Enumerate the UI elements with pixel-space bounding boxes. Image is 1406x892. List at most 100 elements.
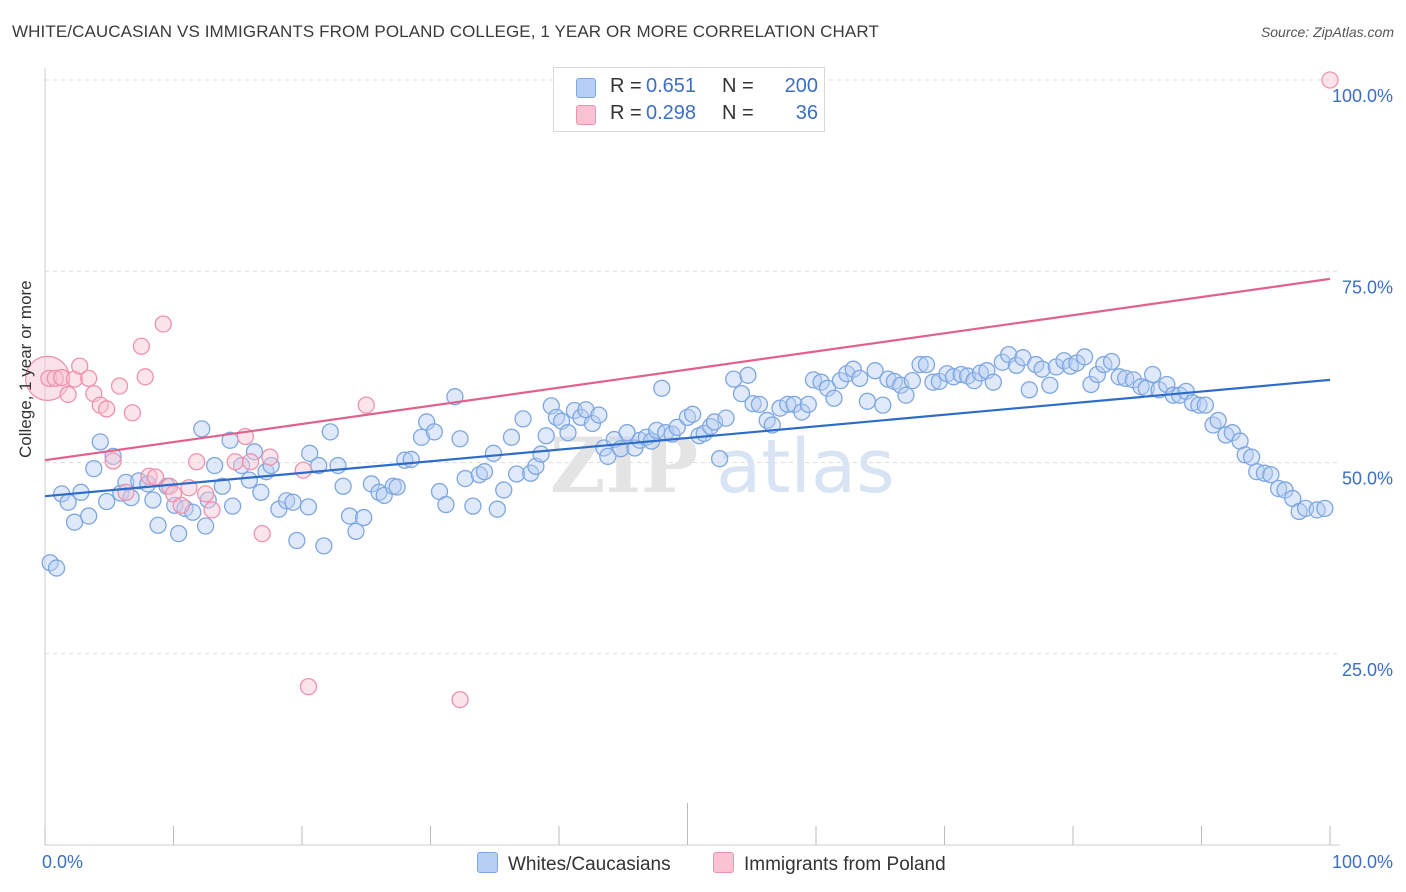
point-whites: [425, 423, 444, 441]
point-poland: [110, 377, 129, 395]
point-whites: [739, 366, 757, 384]
point-whites: [117, 473, 135, 492]
point-whites: [193, 420, 211, 438]
point-poland: [187, 453, 206, 471]
point-whites: [98, 492, 116, 511]
point-whites: [213, 477, 231, 495]
point-whites: [812, 373, 830, 391]
point-whites: [750, 395, 769, 414]
point-whites: [321, 423, 339, 441]
point-whites: [196, 517, 215, 535]
point-whites: [851, 369, 869, 388]
point-whites: [1033, 360, 1051, 378]
legend-stats: R = 0.651 N = 200 R = 0.298 N = 36: [553, 67, 825, 132]
point-whites: [758, 411, 776, 430]
point-poland: [172, 496, 190, 514]
y-tick-label: 50.0%: [1342, 469, 1393, 489]
y-tick-label: 25.0%: [1342, 660, 1393, 680]
point-whites: [334, 477, 352, 495]
point-whites: [456, 469, 474, 488]
point-poland: [146, 468, 165, 486]
point-whites: [488, 500, 506, 518]
point-whites: [858, 392, 877, 410]
chart-title: WHITE/CAUCASIAN VS IMMIGRANTS FROM POLAN…: [12, 22, 879, 41]
point-poland: [65, 370, 84, 388]
point-whites: [315, 537, 333, 555]
point-whites: [678, 408, 697, 427]
point-whites: [1110, 368, 1128, 386]
point-whites: [653, 379, 671, 397]
point-whites: [779, 395, 797, 414]
point-whites: [149, 516, 167, 534]
point-whites: [104, 447, 122, 466]
legend-n-value-poland: 36: [795, 102, 818, 124]
point-whites: [1144, 365, 1162, 384]
point-whites: [897, 386, 915, 404]
point-whites: [903, 371, 922, 390]
point-whites: [1082, 375, 1100, 394]
point-whites: [301, 444, 319, 462]
point-poland: [98, 400, 116, 418]
point-whites: [205, 456, 224, 475]
point-whites: [1269, 479, 1288, 498]
point-whites: [355, 508, 373, 527]
point-whites: [866, 362, 884, 380]
point-poland: [154, 315, 172, 333]
point-whites: [818, 379, 837, 397]
point-whites: [537, 427, 555, 445]
point-whites: [590, 406, 608, 424]
legend-r-label: R =: [610, 102, 642, 124]
point-whites: [284, 493, 302, 511]
point-poland: [451, 691, 469, 709]
point-whites: [532, 445, 550, 463]
point-whites: [402, 450, 420, 469]
point-poland: [140, 467, 158, 485]
point-poland: [196, 485, 215, 503]
legend-label-whites: Whites/Caucasians: [508, 854, 671, 875]
point-poland: [132, 337, 151, 355]
point-whites: [310, 456, 328, 475]
point-whites: [911, 355, 929, 374]
point-whites: [252, 483, 270, 501]
point-poland: [261, 448, 279, 466]
y-axis-label: College, 1 year or more: [16, 280, 35, 458]
point-whites: [1158, 375, 1176, 394]
point-whites: [1255, 464, 1274, 482]
point-poland: [136, 368, 154, 386]
point-whites: [412, 428, 431, 446]
point-whites: [618, 424, 636, 442]
point-whites: [1316, 499, 1334, 518]
x-tick-label: 100.0%: [1332, 852, 1393, 872]
point-whites: [683, 405, 702, 423]
point-poland: [71, 357, 89, 375]
legend-item-whites[interactable]: Whites/Caucasians: [477, 852, 671, 876]
point-whites: [388, 478, 406, 496]
legend-swatch-whites: [576, 78, 596, 98]
x-tick-label: 0.0%: [42, 852, 83, 872]
point-whites: [1209, 411, 1227, 430]
point-whites: [984, 373, 1002, 391]
legend-item-poland[interactable]: Immigrants from Poland: [713, 852, 946, 876]
point-whites: [710, 450, 729, 468]
point-poland: [1321, 71, 1339, 89]
point-whites: [85, 459, 103, 478]
point-whites: [799, 395, 817, 414]
legend-n-label: N =: [722, 102, 754, 124]
source-label: Source: ZipAtlas.com: [1260, 24, 1394, 40]
point-whites: [475, 463, 494, 481]
point-whites: [65, 513, 84, 531]
point-whites: [1196, 396, 1215, 414]
trend-lines: [44, 277, 1331, 498]
point-whites: [1262, 466, 1280, 484]
trend-line-whites: [44, 378, 1331, 498]
legend-r-label: R =: [610, 75, 642, 97]
point-whites: [507, 465, 526, 483]
point-poland: [226, 453, 244, 471]
legend-n-label: N =: [722, 75, 754, 97]
point-poland: [253, 524, 271, 543]
point-poland: [117, 483, 135, 501]
point-poland: [203, 501, 221, 519]
point-whites: [495, 481, 513, 499]
point-whites: [1204, 416, 1222, 434]
